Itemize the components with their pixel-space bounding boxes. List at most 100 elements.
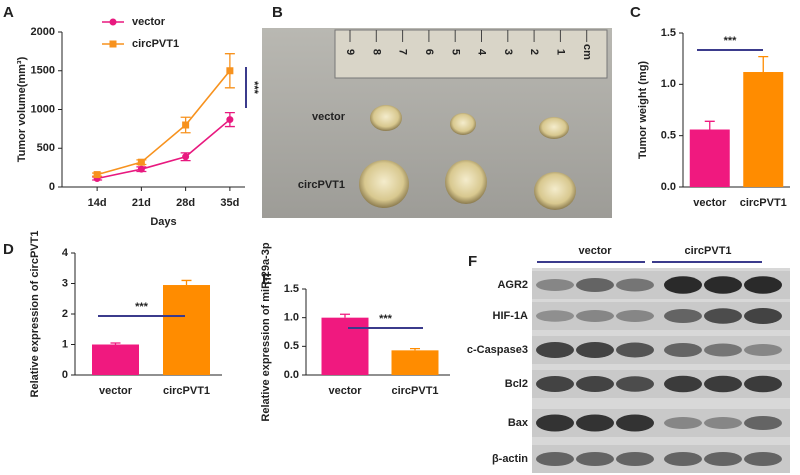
blot-band [744,416,782,430]
bar [163,285,210,375]
y-axis-label: Tumor weight (mg) [637,61,649,160]
blot-label: AGR2 [497,279,528,291]
x-axis-label: Days [150,216,176,228]
tumors [359,105,576,210]
blot-band [616,342,654,358]
blot-label: HIF-1A [493,310,529,322]
ruler-number: 6 [423,49,435,55]
blot-band [576,342,614,358]
legend-marker [109,18,117,26]
blot-band [704,276,742,294]
ruler-number: cm [581,44,593,60]
x-tick-label: circPVT1 [163,385,210,397]
blot-band [576,278,614,292]
ruler-number: 3 [502,49,514,55]
line [96,70,231,176]
y-tick-label: 1 [62,338,68,350]
panel-label: F [468,253,477,270]
ruler-number: 1 [554,49,566,55]
y-tick-label: 1500 [31,65,55,77]
row-label: vector [312,111,346,123]
bar [743,72,784,187]
error-bar [181,279,192,286]
blot-band [616,376,654,392]
blot-strip [532,336,790,364]
ruler-number: 8 [370,49,382,55]
bar [92,344,139,375]
blot-band [704,308,742,324]
y-axis-label: Tumor volume(mm³) [16,56,28,162]
significance-label: *** [135,301,149,313]
ruler-number: 9 [344,49,356,55]
significance-label: *** [724,35,738,47]
blot-band [744,344,782,356]
bar [689,129,730,187]
y-tick-label: 500 [37,142,55,154]
error-bar [180,116,191,134]
error-bar [340,313,350,318]
blot-band [576,376,614,392]
blot-band [576,414,614,432]
x-tick-label: vector [693,197,727,209]
blot-band [744,276,782,294]
ruler-number: 4 [476,49,488,56]
y-tick-label: 0 [49,181,55,193]
blot-label: Bax [508,417,529,429]
bar [321,317,369,375]
blot-label: Bcl2 [505,378,528,390]
x-tick-label: 28d [176,197,195,209]
error-bar [110,342,121,345]
blot-band [744,452,782,466]
panel-label: C [630,4,641,21]
blot-band [704,452,742,466]
x-tick-label: vector [99,385,133,397]
y-tick-label: 0.5 [284,340,299,352]
blot-label: β-actin [492,453,528,465]
blot-band [536,414,574,432]
blot-band [704,417,742,429]
blot-band [664,452,702,466]
marker [182,153,190,161]
y-tick-label: 2000 [31,26,55,38]
blot-band [576,452,614,466]
marker [93,171,101,179]
blot-band [664,309,702,323]
x-tick-label: 21d [132,197,151,209]
blot-band [704,343,742,357]
ruler-number: 7 [397,49,409,55]
x-tick-label: vector [328,385,362,397]
error-bar [758,55,769,73]
blot-band [536,342,574,358]
blot-band [536,376,574,392]
y-tick-label: 1.0 [661,78,676,90]
x-tick-label: circPVT1 [740,197,787,209]
blot-band [664,343,702,357]
y-tick-label: 3 [62,277,68,289]
y-tick-label: 0.0 [661,181,676,193]
legend-marker [109,40,117,48]
group-label: circPVT1 [684,245,731,257]
blot-band [664,417,702,429]
panel-label: A [3,4,14,21]
marker [182,121,190,129]
x-tick-label: 14d [88,197,107,209]
blot-band [536,310,574,322]
ruler [334,29,608,79]
ruler-number: 5 [449,49,461,55]
blot-label: c-Caspase3 [467,344,528,356]
bar [391,350,439,375]
x-tick-label: 35d [220,197,239,209]
legend-label: vector [132,16,166,28]
y-tick-label: 4 [62,247,69,259]
y-axis-label: Relative expression of circPVT1 [29,231,41,398]
y-tick-label: 1000 [31,103,55,115]
error-bar [224,53,235,89]
y-tick-label: 0 [62,369,68,381]
blot-band [664,375,702,393]
blot-band [576,310,614,322]
x-tick-label: circPVT1 [391,385,438,397]
y-tick-label: 0.0 [284,369,299,381]
ruler-number: 2 [528,49,540,55]
legend-label: circPVT1 [132,38,179,50]
